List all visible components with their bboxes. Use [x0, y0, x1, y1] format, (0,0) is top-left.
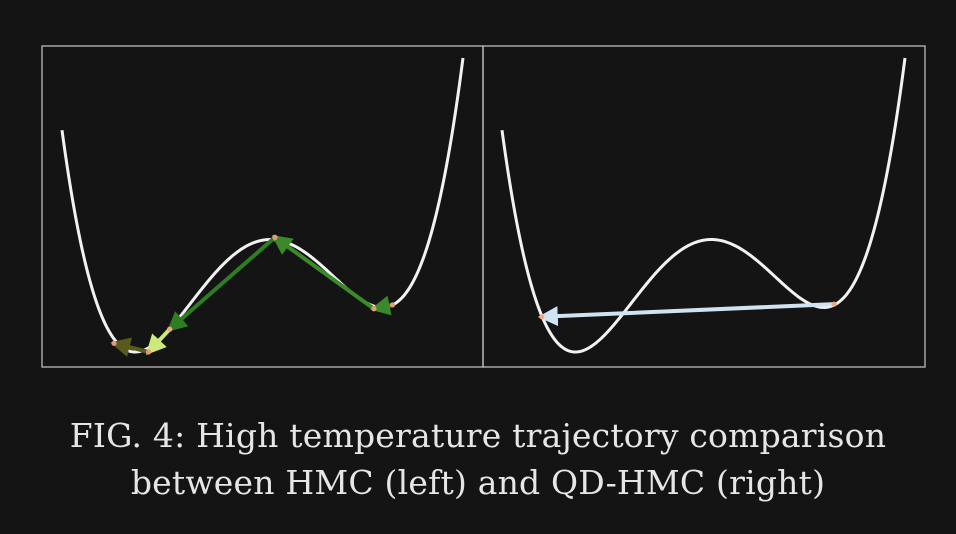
hmc-sample-point-2-0 — [272, 234, 278, 240]
qd-hmc-trajectory-arrow-0 — [537, 302, 837, 327]
hmc-sample-point-3-0 — [167, 326, 173, 332]
hmc-trajectory-arrow-0 — [369, 295, 395, 316]
qd-hmc-panel — [482, 45, 926, 368]
hmc-panel-frame — [41, 45, 484, 368]
hmc-trajectory-arrow-4 — [110, 337, 151, 357]
hmc-panel — [41, 45, 484, 368]
hmc-sample-point-4-0 — [146, 349, 152, 355]
caption-line-1: FIG. 4: High temperature trajectory comp… — [69, 416, 887, 455]
figure-caption: FIG. 4: High temperature trajectory comp… — [0, 412, 956, 506]
qd-hmc-sample-point-0-1 — [539, 314, 545, 320]
caption-line-2: between HMC (left) and QD-HMC (right) — [130, 463, 826, 502]
hmc-sample-point-1-0 — [371, 306, 377, 312]
qd-hmc-panel-frame — [482, 45, 926, 368]
hmc-trajectory-arrow-1 — [271, 235, 376, 311]
hmc-trajectory-arrow-3 — [145, 327, 172, 355]
qd-hmc-potential-curve — [500, 57, 907, 354]
hmc-trajectory-arrow-2 — [166, 235, 277, 332]
hmc-sample-point-4-1 — [111, 340, 117, 346]
trajectory-figure — [41, 45, 926, 368]
hmc-sample-point-0-0 — [389, 302, 396, 308]
qd-hmc-sample-point-0-0 — [831, 301, 837, 307]
hmc-potential-curve — [60, 57, 465, 354]
